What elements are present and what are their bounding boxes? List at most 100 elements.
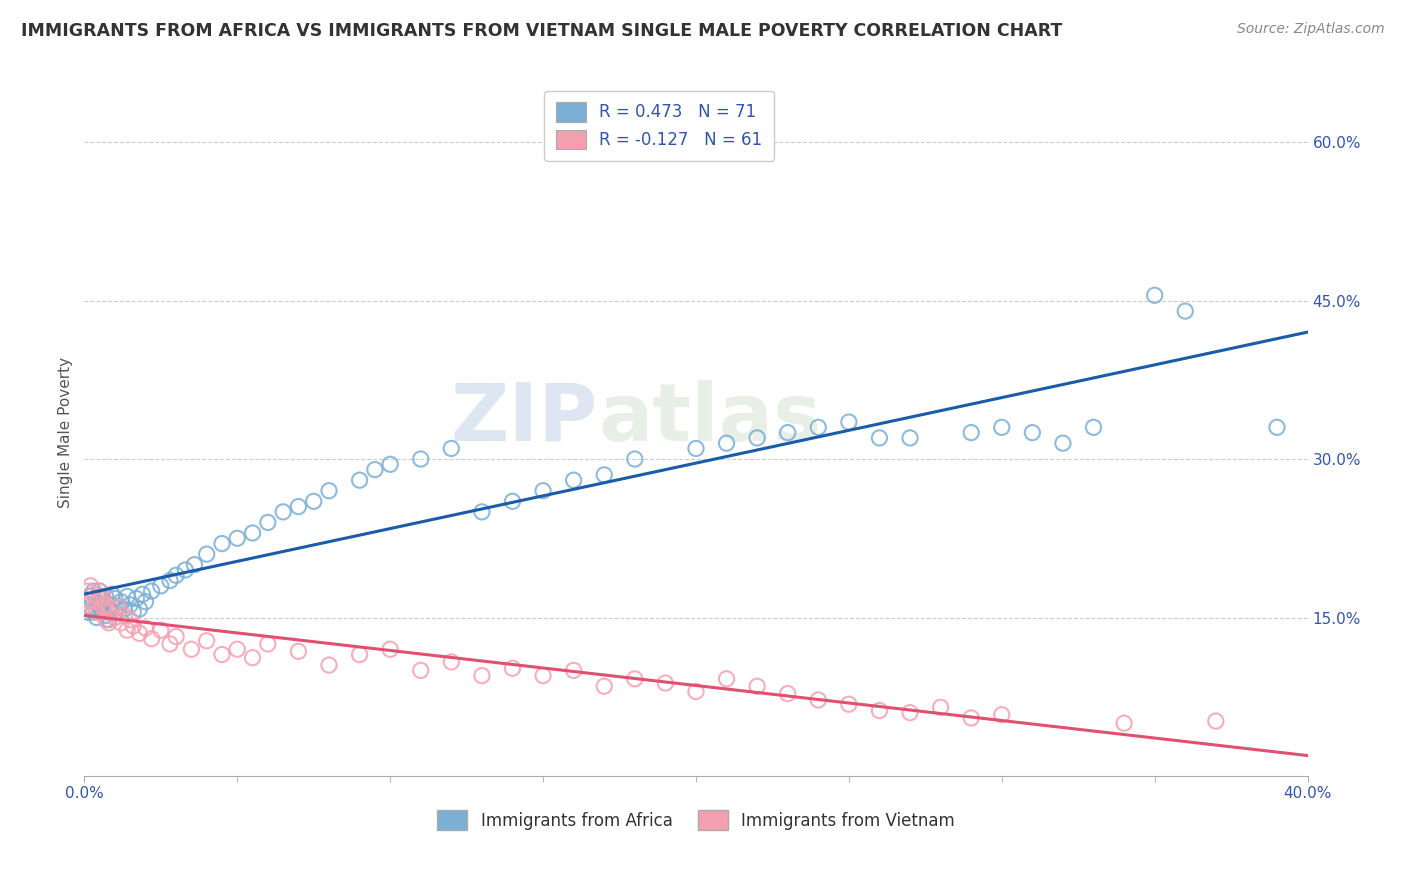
Point (89, 584, 111, 599)
Point (1083, 420, 1105, 434)
Point (1143, 288, 1166, 302)
Point (991, 707, 1014, 722)
Point (471, 668, 494, 682)
Point (122, 619, 145, 633)
Point (1052, 436, 1074, 450)
Point (165, 568, 187, 582)
Point (838, 415, 860, 429)
Point (149, 579, 172, 593)
Point (257, 516, 280, 530)
Point (149, 624, 172, 638)
Y-axis label: Single Male Poverty: Single Male Poverty (58, 357, 73, 508)
Point (104, 610, 127, 624)
Point (86, 605, 108, 619)
Point (135, 621, 157, 635)
Point (183, 558, 205, 572)
Point (257, 637, 280, 651)
Point (86, 595, 108, 609)
Point (76, 584, 98, 599)
Point (776, 425, 799, 440)
Point (122, 605, 145, 619)
Point (79, 590, 101, 604)
Point (624, 672, 647, 686)
Point (97, 613, 120, 627)
Point (86, 595, 108, 609)
Point (83, 587, 105, 601)
Point (115, 590, 138, 604)
Point (79, 599, 101, 614)
Point (110, 615, 132, 630)
Point (226, 531, 249, 545)
Point (409, 664, 432, 678)
Point (120, 598, 142, 612)
Point (380, 642, 402, 657)
Point (869, 704, 891, 718)
Point (502, 661, 524, 675)
Point (807, 420, 830, 434)
Point (531, 668, 554, 682)
Point (112, 608, 135, 623)
Point (440, 655, 463, 669)
Point (287, 500, 309, 514)
Point (502, 494, 524, 508)
Point (624, 452, 647, 467)
Text: atlas: atlas (598, 380, 821, 458)
Point (94, 608, 117, 623)
Point (1114, 716, 1136, 731)
Point (91, 591, 114, 606)
Point (716, 436, 738, 450)
Point (159, 637, 181, 651)
Point (1205, 714, 1227, 728)
Point (898, 431, 921, 445)
Point (531, 483, 554, 498)
Point (211, 536, 233, 550)
Point (960, 425, 983, 440)
Point (685, 684, 707, 698)
Text: Source: ZipAtlas.com: Source: ZipAtlas.com (1237, 22, 1385, 37)
Point (86, 610, 108, 624)
Point (302, 494, 325, 508)
Point (79, 595, 101, 609)
Point (242, 526, 264, 541)
Point (440, 442, 463, 456)
Text: ZIP: ZIP (451, 380, 598, 458)
Point (107, 599, 129, 614)
Point (869, 431, 891, 445)
Point (898, 706, 921, 720)
Point (94, 598, 117, 612)
Point (128, 626, 150, 640)
Point (562, 664, 585, 678)
Point (180, 642, 202, 657)
Point (89, 591, 111, 606)
Point (104, 605, 127, 619)
Point (131, 587, 153, 601)
Point (349, 648, 371, 662)
Point (141, 632, 163, 646)
Point (593, 679, 616, 693)
Point (91, 599, 114, 614)
Point (271, 505, 294, 519)
Point (101, 602, 124, 616)
Point (112, 602, 135, 616)
Point (125, 591, 148, 606)
Point (287, 644, 309, 658)
Point (776, 687, 799, 701)
Point (593, 467, 616, 482)
Point (135, 595, 157, 609)
Point (83, 605, 105, 619)
Point (318, 483, 340, 498)
Point (242, 650, 264, 665)
Point (79, 579, 101, 593)
Point (471, 505, 494, 519)
Point (141, 584, 163, 599)
Point (685, 442, 707, 456)
Point (97, 602, 120, 616)
Point (211, 648, 233, 662)
Point (76, 605, 98, 619)
Point (807, 693, 830, 707)
Point (110, 595, 132, 609)
Point (838, 697, 860, 711)
Point (1265, 420, 1288, 434)
Point (97, 615, 120, 630)
Point (716, 672, 738, 686)
